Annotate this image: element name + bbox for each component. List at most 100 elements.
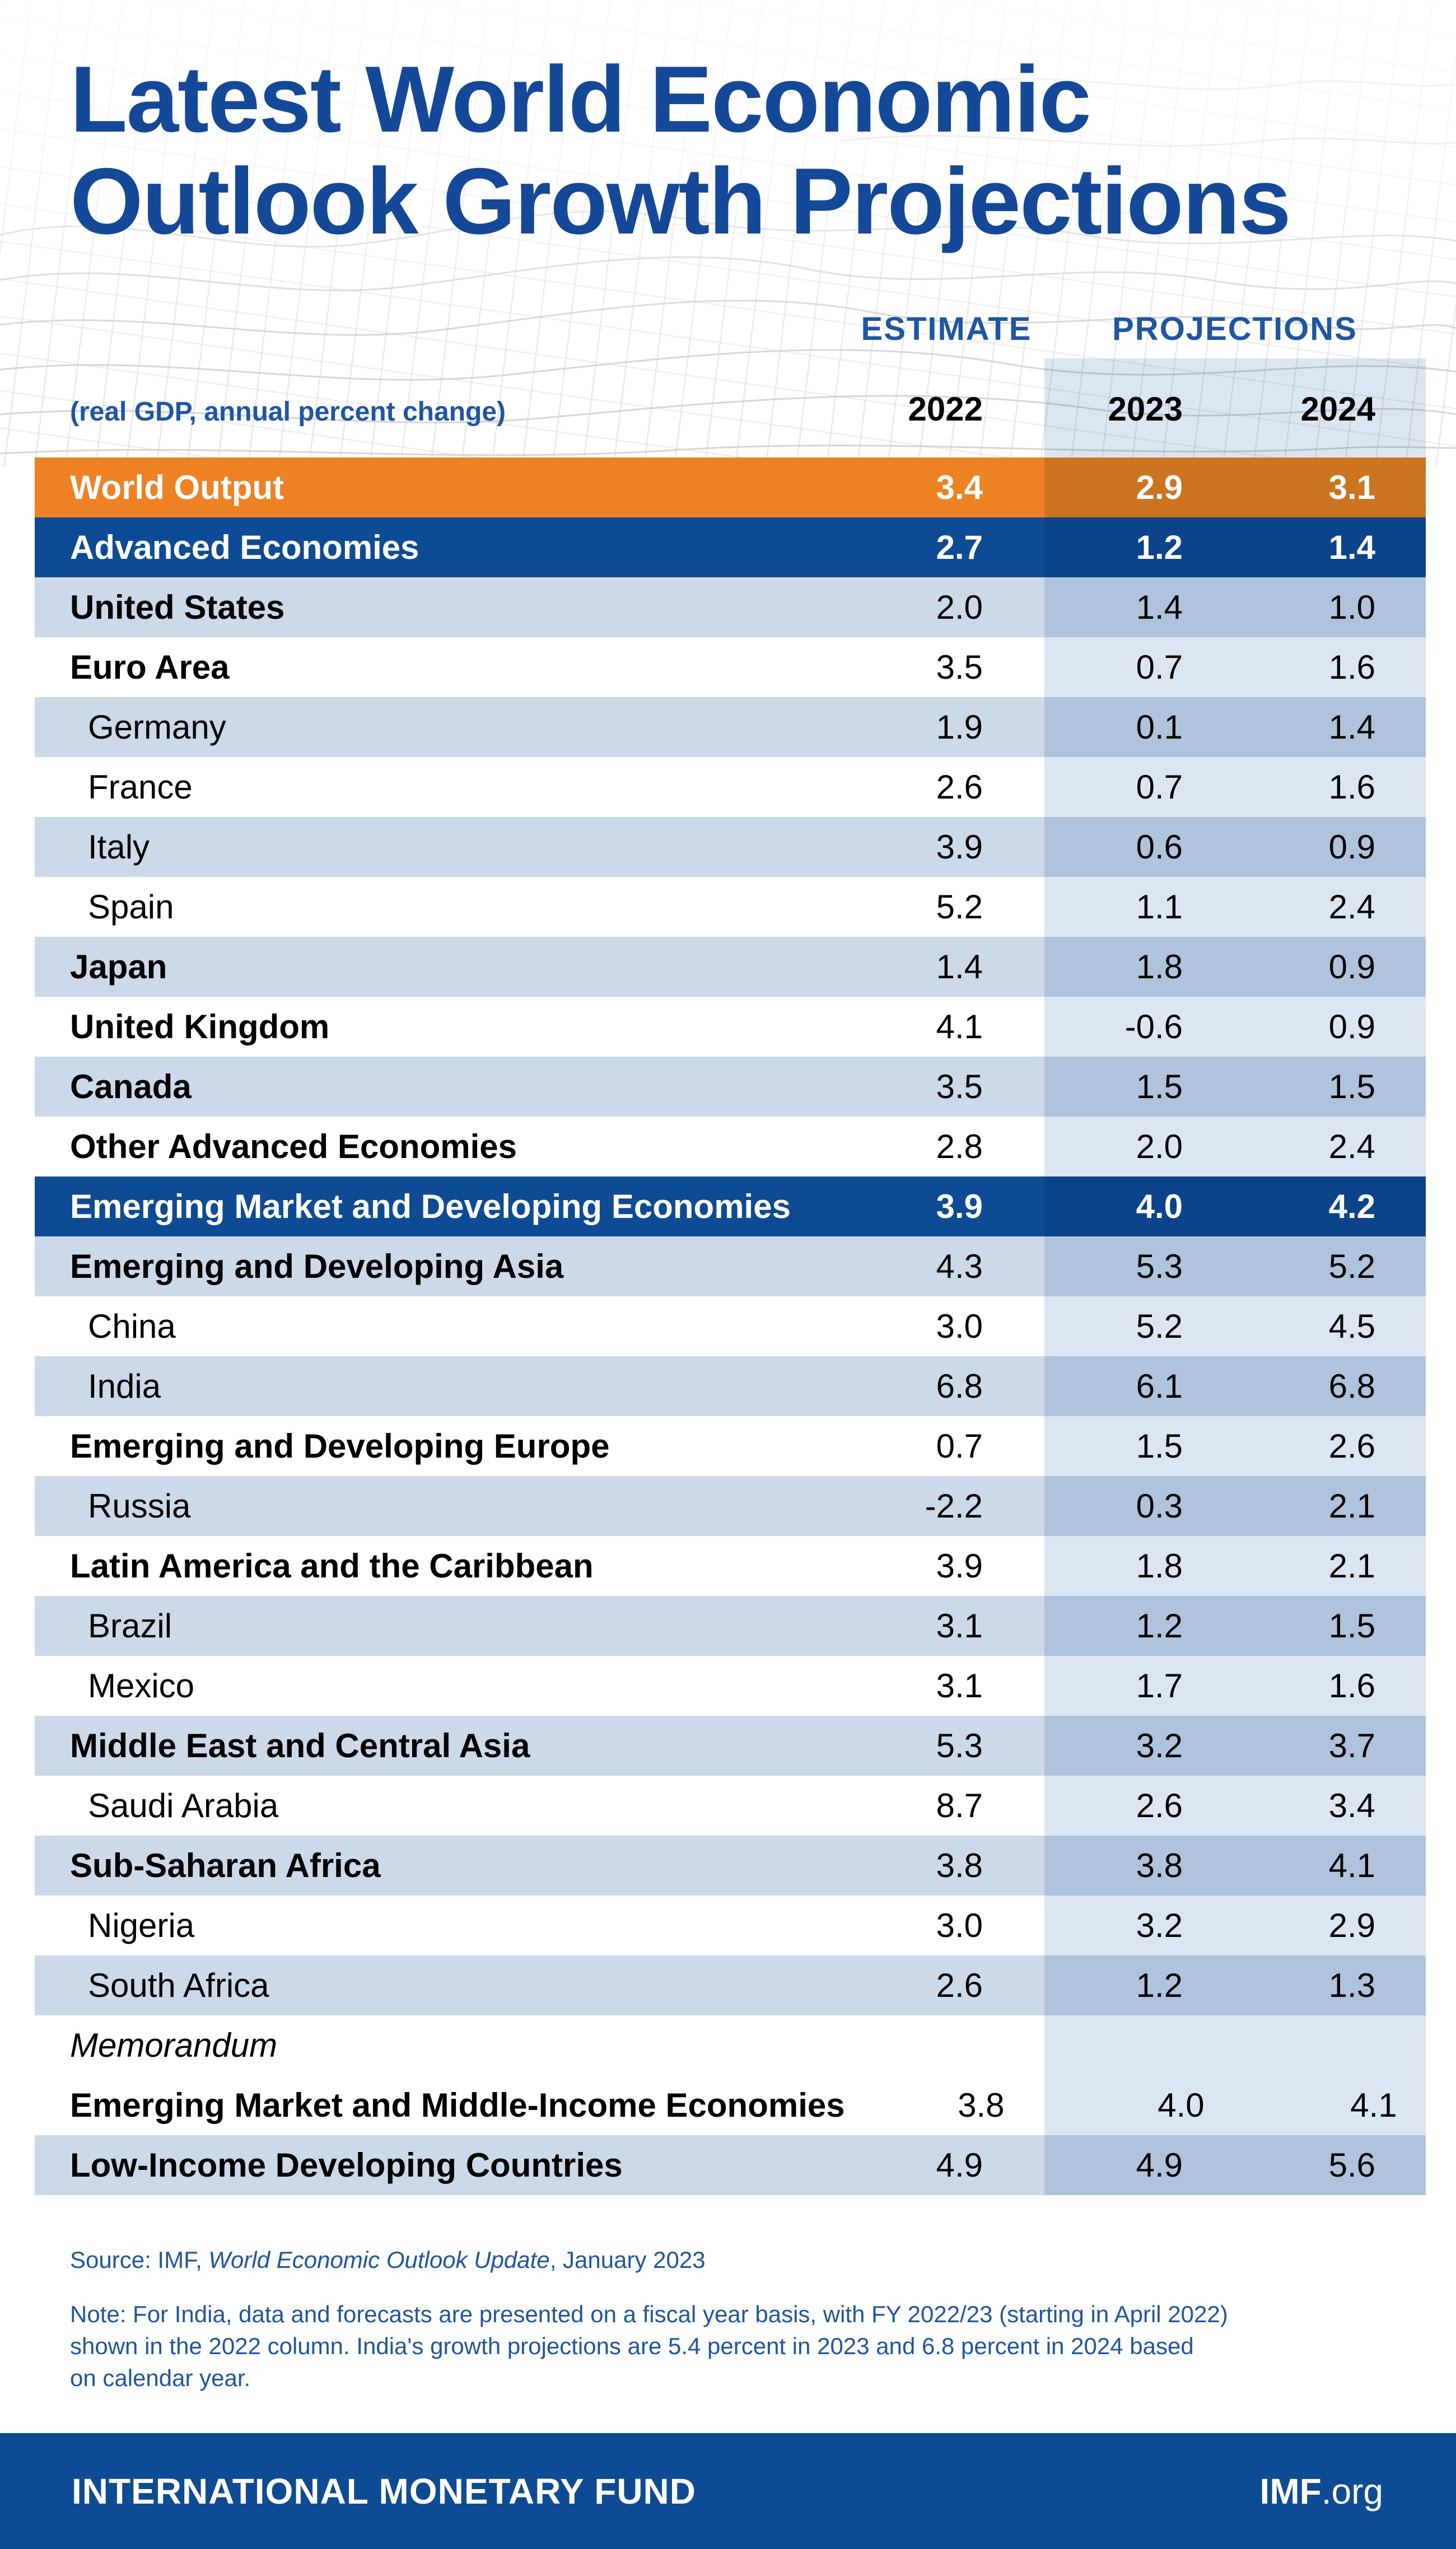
value-2022: 6.8 xyxy=(936,1367,983,1405)
terrain-mesh-background xyxy=(0,0,1456,466)
projections-band xyxy=(1044,358,1426,2195)
value-2024: 0.9 xyxy=(1328,948,1375,986)
value-2024: 1.4 xyxy=(1328,529,1375,566)
value-2024: 2.1 xyxy=(1328,1547,1375,1585)
value-2023: 4.0 xyxy=(1158,2086,1205,2124)
value-2024: 2.1 xyxy=(1328,1487,1375,1525)
value-2024: 1.5 xyxy=(1328,1068,1375,1105)
row-label: Sub-Saharan Africa xyxy=(70,1847,381,1884)
value-2022: 3.9 xyxy=(936,1547,983,1585)
value-2024: 4.1 xyxy=(1350,2086,1397,2124)
row-label: Germany xyxy=(88,708,226,746)
value-2023: 2.6 xyxy=(1136,1787,1183,1824)
table-row: India 6.8 6.1 6.8 xyxy=(35,1356,1426,1416)
value-2022: 3.1 xyxy=(936,1607,983,1645)
value-2023: 1.7 xyxy=(1136,1667,1183,1705)
value-2023: 0.6 xyxy=(1136,828,1183,866)
value-2022: 3.5 xyxy=(936,648,983,686)
value-2022: 3.0 xyxy=(936,1308,983,1345)
value-2023: 3.2 xyxy=(1136,1907,1183,1944)
page-title: Latest World Economic Outlook Growth Pro… xyxy=(70,46,1291,254)
source-suffix: , January 2023 xyxy=(549,2247,706,2273)
row-label: Japan xyxy=(70,948,167,986)
row-label: Latin America and the Caribbean xyxy=(70,1547,594,1585)
value-2024: 1.5 xyxy=(1328,1607,1375,1645)
value-2024: 6.8 xyxy=(1328,1367,1375,1405)
value-2023: 1.8 xyxy=(1136,948,1183,986)
value-2022: 3.1 xyxy=(936,1667,983,1705)
value-2023: 1.2 xyxy=(1136,1607,1183,1645)
value-2022: 2.8 xyxy=(936,1128,983,1165)
value-2022: 2.6 xyxy=(936,1967,983,2004)
row-label: Brazil xyxy=(88,1607,172,1645)
row-label: Russia xyxy=(88,1487,191,1525)
value-2024: 3.1 xyxy=(1328,469,1375,506)
value-2024: 1.3 xyxy=(1328,1967,1375,2004)
source-publication: World Economic Outlook Update xyxy=(208,2247,550,2273)
value-2023: 0.7 xyxy=(1136,648,1183,686)
value-2023: 2.9 xyxy=(1136,469,1183,506)
imf-site: IMF.org xyxy=(1260,2471,1383,2512)
value-2023: 2.0 xyxy=(1136,1128,1183,1165)
imf-site-bold: IMF xyxy=(1259,2471,1322,2511)
value-2024: 4.1 xyxy=(1328,1847,1375,1884)
row-label: Other Advanced Economies xyxy=(70,1128,517,1165)
source-text: Source: IMF, World Economic Outlook Upda… xyxy=(70,2247,706,2273)
row-label: Spain xyxy=(88,888,174,926)
row-label: Emerging Market and Middle-Income Econom… xyxy=(70,2086,845,2124)
page-title-line2: Outlook Growth Projections xyxy=(70,148,1291,254)
row-label: Euro Area xyxy=(70,648,230,686)
value-2022: 3.9 xyxy=(936,1188,983,1225)
value-2023: 1.2 xyxy=(1136,529,1183,566)
value-2023: 3.2 xyxy=(1136,1727,1183,1764)
row-label: Italy xyxy=(88,828,150,866)
row-label: Advanced Economies xyxy=(70,529,419,566)
value-2022: 3.4 xyxy=(936,469,983,506)
value-2023: -0.6 xyxy=(1124,1008,1183,1045)
value-2023: 1.5 xyxy=(1136,1068,1183,1105)
year-2024-label: 2024 xyxy=(1300,390,1375,428)
value-2022: 5.2 xyxy=(936,888,983,926)
value-2024: 1.0 xyxy=(1328,589,1375,626)
row-label: Mexico xyxy=(88,1667,195,1705)
row-label: Emerging and Developing Asia xyxy=(70,1248,564,1285)
value-2022: 5.3 xyxy=(936,1727,983,1764)
value-2022: 8.7 xyxy=(936,1787,983,1824)
value-2023: 1.5 xyxy=(1136,1427,1183,1465)
value-2022: 4.3 xyxy=(936,1248,983,1285)
value-2023: 4.0 xyxy=(1136,1188,1183,1225)
value-2022: 3.5 xyxy=(936,1068,983,1105)
year-2023-label: 2023 xyxy=(1108,390,1183,428)
value-2024: 2.6 xyxy=(1328,1427,1375,1465)
value-2022: -2.2 xyxy=(925,1487,983,1525)
value-2024: 2.4 xyxy=(1328,1128,1375,1165)
value-2022: 2.0 xyxy=(936,589,983,626)
value-2022: 3.0 xyxy=(936,1907,983,1944)
value-2022: 4.1 xyxy=(936,1008,983,1045)
note-text: Note: For India, data and forecasts are … xyxy=(70,2301,1228,2391)
value-2023: 3.8 xyxy=(1136,1847,1183,1884)
value-2022: 0.7 xyxy=(936,1427,983,1465)
value-2024: 1.4 xyxy=(1328,708,1375,746)
page-title-line1: Latest World Economic xyxy=(70,46,1091,152)
imf-name: INTERNATIONAL MONETARY FUND xyxy=(72,2471,696,2511)
table-row: Mexico 3.1 1.7 1.6 xyxy=(35,1656,1426,1716)
value-2023: 6.1 xyxy=(1136,1367,1183,1405)
year-2022-label: 2022 xyxy=(908,390,983,428)
row-label: France xyxy=(88,768,193,806)
estimate-header: ESTIMATE xyxy=(861,311,1032,347)
value-2024: 1.6 xyxy=(1328,768,1375,806)
row-label: United States xyxy=(70,589,285,626)
row-label: United Kingdom xyxy=(70,1008,330,1045)
row-label: Nigeria xyxy=(88,1907,195,1944)
value-2023: 1.1 xyxy=(1136,888,1183,926)
value-2023: 0.3 xyxy=(1136,1487,1183,1525)
value-2024: 2.9 xyxy=(1328,1907,1375,1944)
row-label: Memorandum xyxy=(70,2027,278,2064)
projections-header: PROJECTIONS xyxy=(1112,311,1357,347)
value-2024: 4.5 xyxy=(1328,1308,1375,1345)
value-2024: 2.4 xyxy=(1328,888,1375,926)
value-2022: 3.9 xyxy=(936,828,983,866)
imf-site-suffix: .org xyxy=(1321,2471,1383,2511)
